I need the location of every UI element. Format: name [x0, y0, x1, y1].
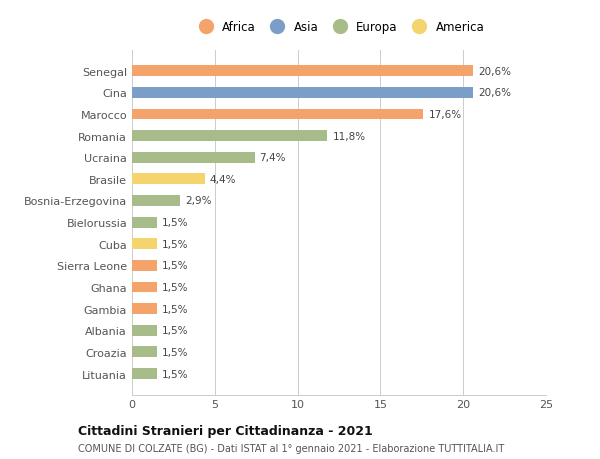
Text: Cittadini Stranieri per Cittadinanza - 2021: Cittadini Stranieri per Cittadinanza - 2…: [78, 424, 373, 437]
Text: 20,6%: 20,6%: [478, 88, 511, 98]
Text: COMUNE DI COLZATE (BG) - Dati ISTAT al 1° gennaio 2021 - Elaborazione TUTTITALIA: COMUNE DI COLZATE (BG) - Dati ISTAT al 1…: [78, 443, 504, 453]
Bar: [132, 66, 473, 77]
Text: 2,9%: 2,9%: [185, 196, 211, 206]
Bar: [132, 131, 328, 142]
Text: 1,5%: 1,5%: [162, 261, 188, 271]
Bar: [132, 239, 157, 250]
Text: 1,5%: 1,5%: [162, 347, 188, 357]
Bar: [132, 347, 157, 358]
Text: 1,5%: 1,5%: [162, 239, 188, 249]
Text: 20,6%: 20,6%: [478, 67, 511, 77]
Bar: [132, 152, 254, 163]
Text: 4,4%: 4,4%: [210, 174, 236, 185]
Text: 1,5%: 1,5%: [162, 218, 188, 228]
Bar: [132, 368, 157, 379]
Bar: [132, 217, 157, 228]
Bar: [132, 303, 157, 314]
Text: 17,6%: 17,6%: [428, 110, 461, 120]
Bar: [132, 174, 205, 185]
Text: 11,8%: 11,8%: [332, 131, 365, 141]
Bar: [132, 282, 157, 293]
Bar: [132, 88, 473, 99]
Bar: [132, 196, 180, 207]
Text: 1,5%: 1,5%: [162, 325, 188, 336]
Text: 7,4%: 7,4%: [260, 153, 286, 163]
Legend: Africa, Asia, Europa, America: Africa, Asia, Europa, America: [191, 18, 487, 36]
Bar: [132, 109, 424, 120]
Bar: [132, 260, 157, 271]
Text: 1,5%: 1,5%: [162, 282, 188, 292]
Text: 1,5%: 1,5%: [162, 304, 188, 314]
Text: 1,5%: 1,5%: [162, 369, 188, 379]
Bar: [132, 325, 157, 336]
